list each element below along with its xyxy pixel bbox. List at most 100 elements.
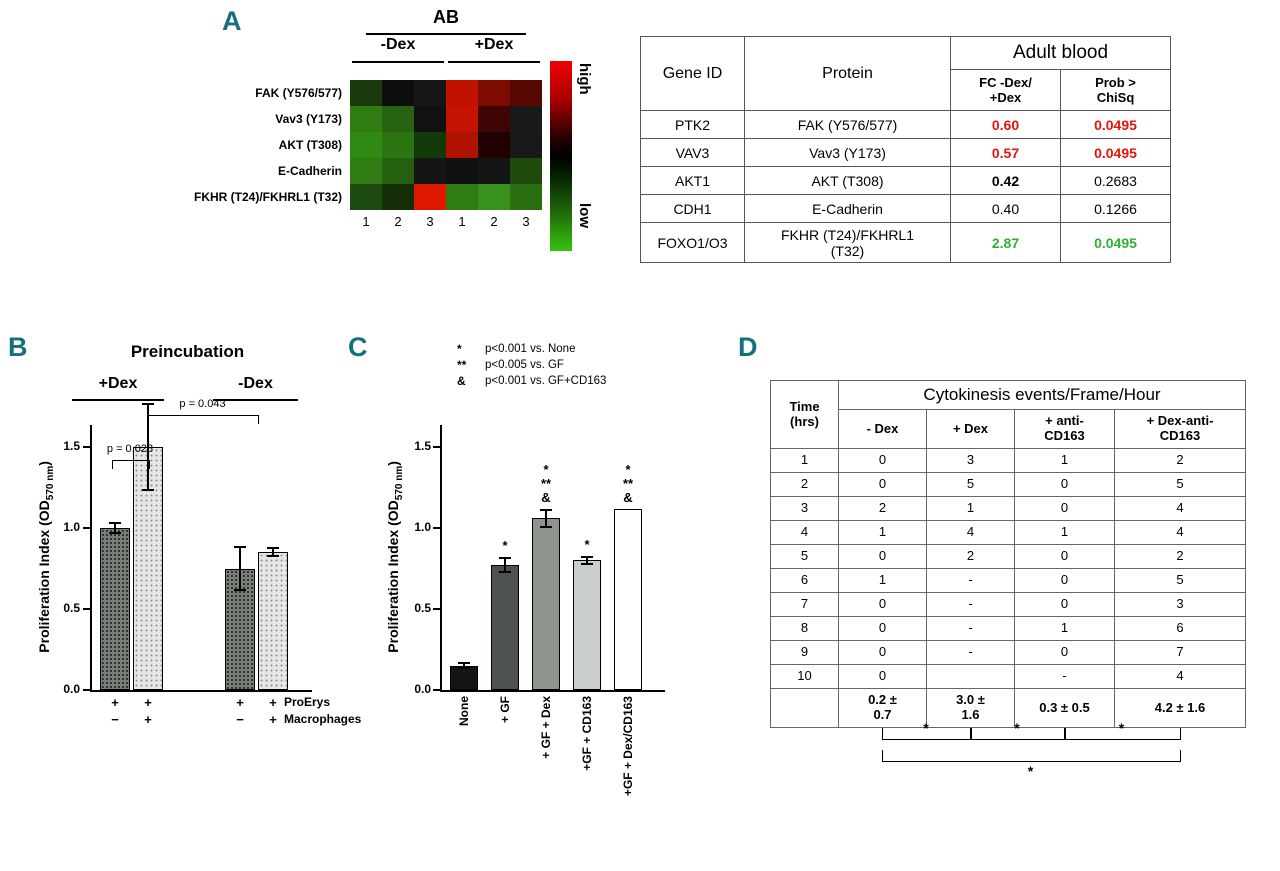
cytokinesis-cell: 3 [926,448,1015,473]
chart-b-error-cap [109,532,121,535]
fc-value-cell: 2.87 [950,222,1061,263]
heatmap-cell [350,106,382,132]
legend-symbol: & [457,374,466,388]
cytokinesis-table-title: Cytokinesis events/Frame/Hour [838,380,1246,410]
heatmap-cell [350,80,382,106]
heatmap-cell [414,158,446,184]
heatmap-cell [446,158,478,184]
cytokinesis-cell: 8 [770,616,839,641]
panel-d-label: D [738,332,758,362]
heatmap-cell [510,184,542,210]
heatmap-col-number: 2 [490,214,498,229]
macrophages-sign: − [111,712,119,727]
adult-blood-header: Adult blood [950,36,1171,70]
significance-annotation: * [584,536,590,552]
panel-a-label: A [222,6,242,36]
significance-star: * [1014,720,1020,736]
chart-c-error-cap [540,508,552,511]
chart-b-error-cap [109,521,121,524]
chart-c-bar [450,665,478,690]
chart-c-error-cap [458,666,470,669]
cytokinesis-col-header: + Dex-anti- CD163 [1114,409,1246,449]
cytokinesis-cell: 5 [1114,568,1246,593]
cytokinesis-cell: 6 [770,568,839,593]
cytokinesis-cell: 1 [1014,448,1115,473]
chart-c-x-label: None [457,696,471,726]
chart-c-error-cap [458,662,470,665]
chart-c-bar [491,565,519,690]
heatmap-cell [446,132,478,158]
cytokinesis-cell: - [926,616,1015,641]
chart-b-error-bar [272,547,274,558]
chart-b-tick-label: 0.0 [63,682,80,696]
significance-annotation: & [541,489,551,505]
proerys-sign: + [144,695,152,710]
cytokinesis-cell: 1 [926,496,1015,521]
chart-c-y-axis [440,425,442,692]
heatmap-cell [478,132,510,158]
panel-b-label: B [8,332,28,362]
cytokinesis-cell: 5 [770,544,839,569]
cytokinesis-cell: 1 [1014,520,1115,545]
group-label-minus-dex: -Dex [238,375,273,392]
cytokinesis-summary-cell: 0.3 ± 0.5 [1014,688,1115,728]
macrophages-sign: + [269,712,277,727]
legend-text: p<0.001 vs. None [485,343,576,355]
minus-dex-underline [352,61,444,63]
cytokinesis-row: 10 0 -4 [770,664,1246,689]
chart-b-y-axis [90,425,92,692]
cytokinesis-cell: 0 [1014,592,1115,617]
cytokinesis-cell: 4 [1114,496,1246,521]
group-underline-minus-dex [213,399,298,401]
protein-cell: FKHR (T24)/FKHRL1 (T32) [744,222,951,263]
significance-annotation: ** [540,475,552,491]
chart-c-tick-label: 0.0 [414,682,431,696]
heatmap-row-label: Vav3 (Y173) [275,112,342,126]
gene-table-row: AKT1 AKT (T308) 0.42 0.2683 [640,166,1171,195]
chart-b-tick-label: 0.5 [63,601,80,615]
scale-low-label: low [576,203,593,228]
heatmap-row-label: AKT (T308) [278,138,342,152]
chart-b-bar [258,552,288,690]
chart-c-error-cap [581,555,593,558]
gene-table: Gene ID Protein Adult blood FC -Dex/ +De… [640,36,1171,263]
condition-row-proerys-label: ProErys [284,695,331,709]
cytokinesis-col-header: - Dex [838,409,927,449]
chart-c-error-bar [586,555,588,566]
chart-b-error-bar [114,521,116,535]
heatmap-cell [478,106,510,132]
chart-b-error-cap [267,555,279,558]
cytokinesis-cell: 0 [838,592,927,617]
chart-b-error-bar [147,403,149,491]
cytokinesis-summary-cell: 3.0 ± 1.6 [926,688,1015,728]
cytokinesis-cell: 0 [1014,496,1115,521]
heatmap-cell [478,80,510,106]
chart-c-tick-label: 1.0 [414,520,431,534]
cytokinesis-cell: - [926,592,1015,617]
cytokinesis-cell: 4 [1114,664,1246,689]
chart-c-tick [433,689,440,691]
cytokinesis-cell: 7 [1114,640,1246,665]
heatmap-cell [350,184,382,210]
chart-b-error-cap [142,403,154,406]
time-header: Time (hrs) [770,380,839,449]
significance-annotation: * [543,461,549,477]
chart-b-tick [83,527,90,529]
chart-b-error-cap [142,488,154,491]
chart-c-tick [433,527,440,529]
heatmap-cell [350,132,382,158]
cytokinesis-cell: 4 [1114,520,1246,545]
cytokinesis-cell: 5 [1114,472,1246,497]
chart-c-tick [433,608,440,610]
chart-c-x-label: + GF + Dex [539,696,553,759]
significance-label: p = 0.043 [179,398,226,410]
chart-b-x-axis [90,690,312,692]
significance-annotation: ** [622,475,634,491]
gene-id-cell: AKT1 [640,166,745,195]
heatmap-cell [478,184,510,210]
